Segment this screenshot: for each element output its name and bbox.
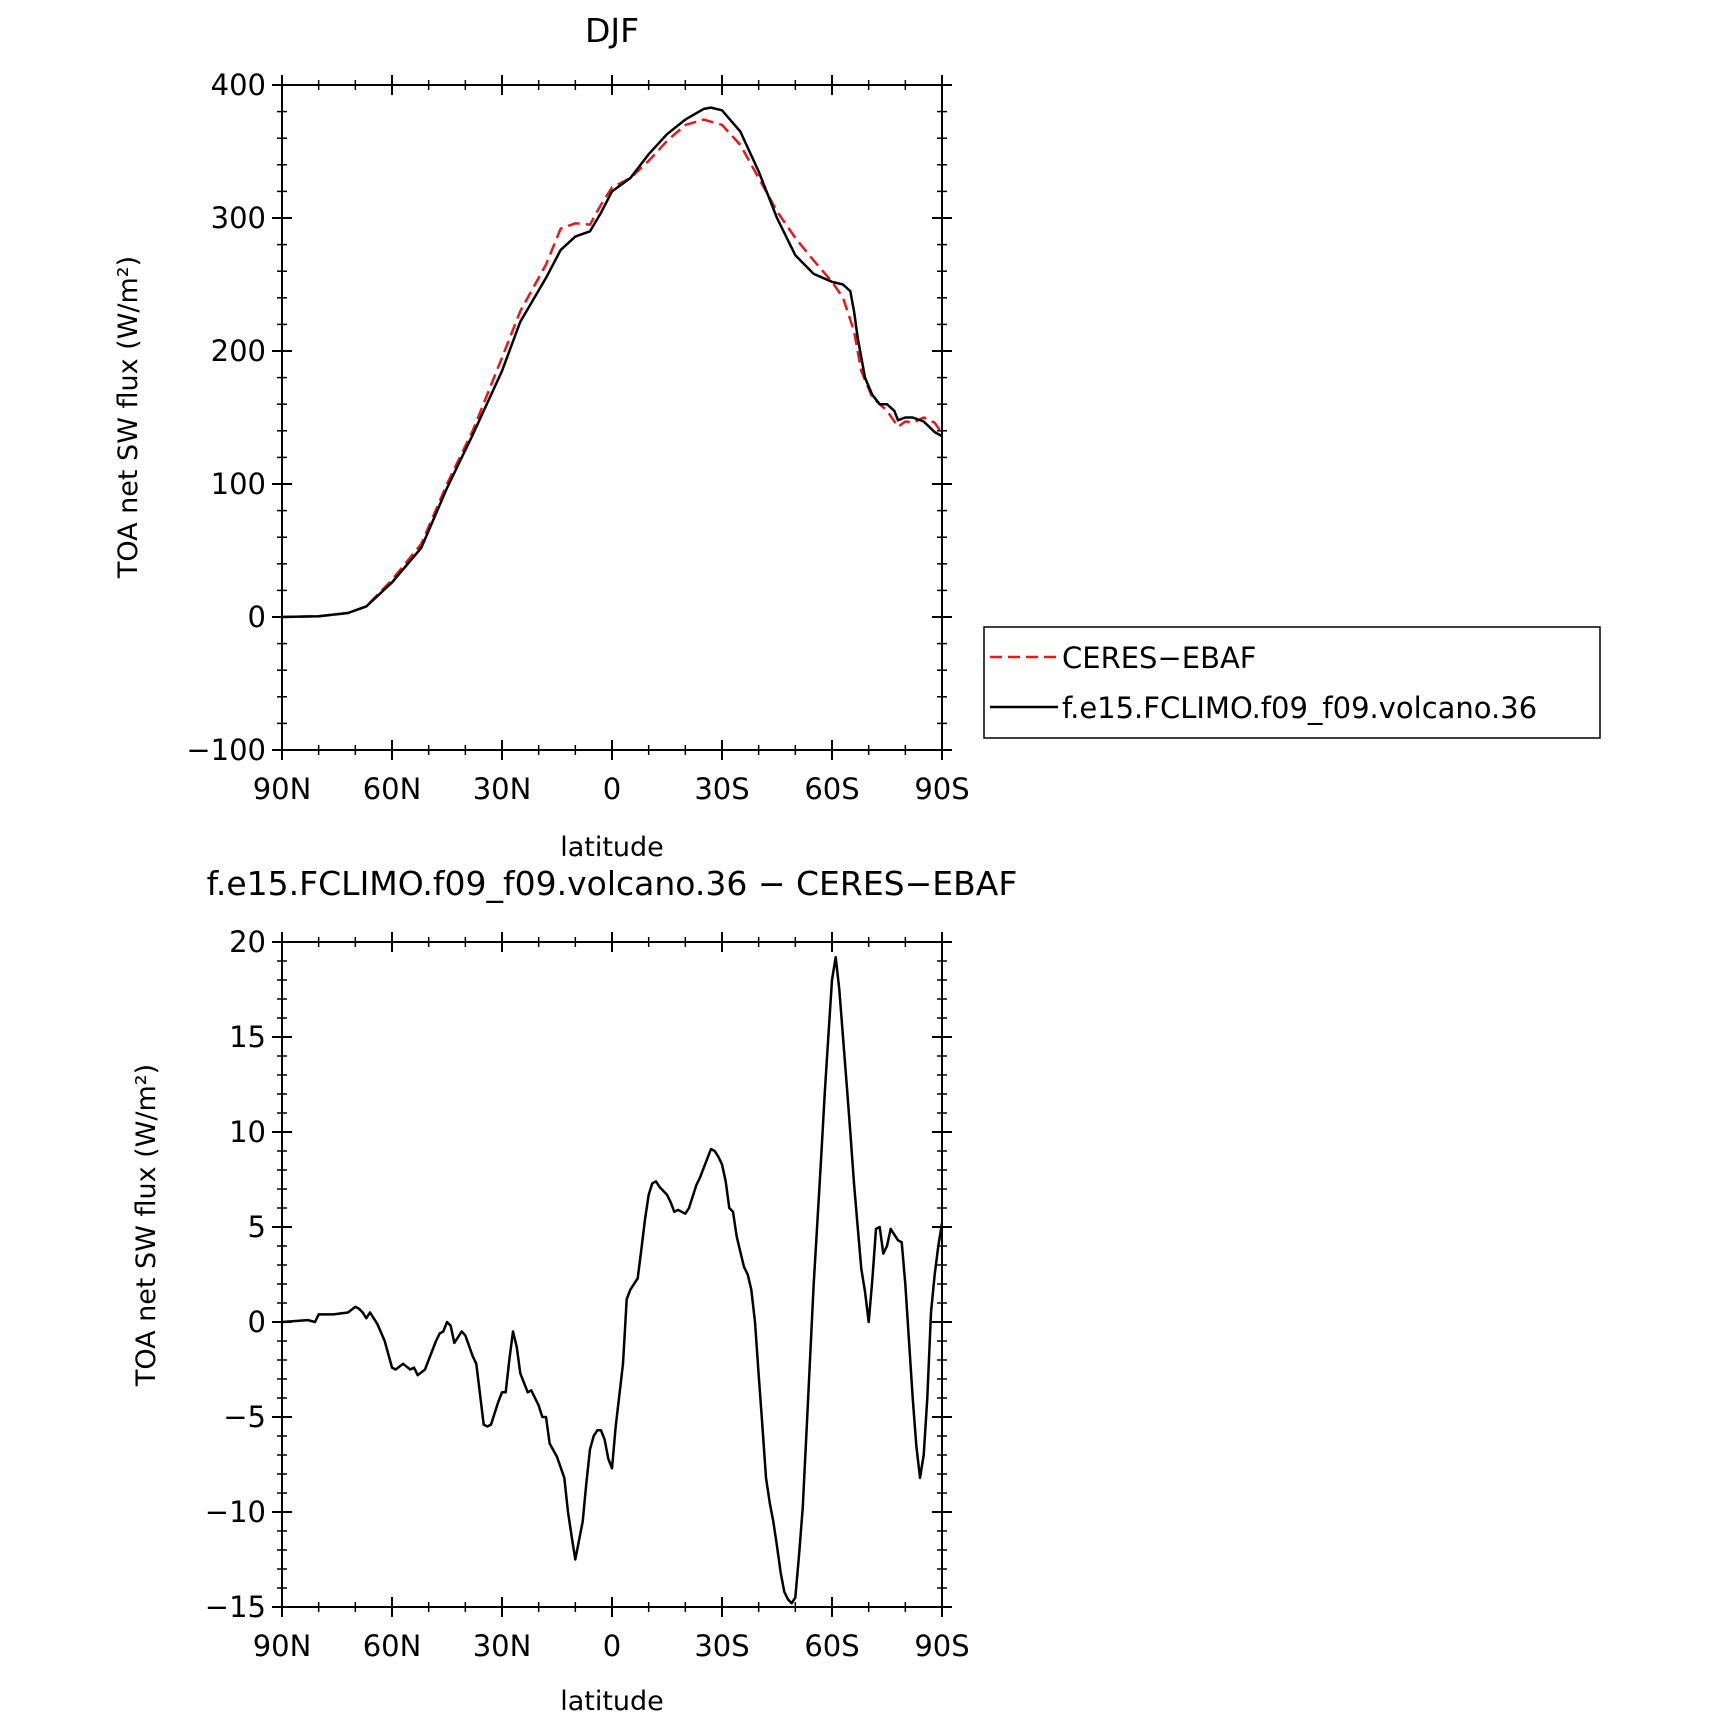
top-panel-ytick-label: −100 [186, 733, 266, 767]
bottom-panel-ytick-label: 5 [248, 1210, 266, 1244]
top-panel-ytick-label: 100 [211, 467, 266, 501]
top-panel-xtick-label: 90S [914, 772, 969, 806]
bottom-panel-xtick-label: 60S [804, 1629, 859, 1663]
bottom-panel-xtick-label: 60N [363, 1629, 422, 1663]
bottom-panel-xtick-label: 90S [914, 1629, 969, 1663]
top-panel-ytick-label: 0 [248, 600, 266, 634]
top-panel-xtick-label: 60N [363, 772, 422, 806]
bottom-panel-ytick-label: −15 [205, 1590, 266, 1624]
top-panel-series-line-1 [282, 106, 942, 619]
bottom-panel-ytick-label: −10 [205, 1495, 266, 1529]
bottom-panel-ytick-label: 10 [229, 1115, 266, 1149]
bottom-panel-xlabel: latitude [560, 1686, 664, 1717]
bottom-panel-title: f.e15.FCLIMO.f09_f09.volcano.36 − CERES−… [207, 864, 1018, 903]
top-panel-ytick-label: 400 [211, 68, 266, 102]
top-panel-plot-frame [281, 84, 943, 751]
bottom-panel-ytick-label: 0 [248, 1305, 266, 1339]
bottom-panel-xtick-label: 0 [603, 1629, 621, 1663]
legend-label-ceres: CERES−EBAF [1062, 641, 1257, 675]
top-panel-ytick-label: 200 [211, 334, 266, 368]
legend-box [983, 626, 1601, 739]
bottom-panel-ytick-label: 15 [229, 1020, 266, 1054]
bottom-panel-series-line-0 [282, 955, 942, 1605]
bottom-panel: f.e15.FCLIMO.f09_f09.volcano.36 − CERES−… [131, 864, 1017, 1717]
bottom-panel-ytick-label: 20 [229, 925, 266, 959]
top-panel-xlabel: latitude [560, 832, 664, 863]
top-panel-title: DJF [585, 11, 639, 50]
top-panel-xtick-label: 30N [473, 772, 532, 806]
bottom-panel-ytick-label: −5 [223, 1400, 266, 1434]
top-panel-xtick-label: 60S [804, 772, 859, 806]
bottom-panel-xtick-label: 30S [694, 1629, 749, 1663]
legend-label-model: f.e15.FCLIMO.f09_f09.volcano.36 [1062, 691, 1537, 725]
top-panel-ticks: 400 300 200 100 0 −100 90N 60N 30N 0 30S 60S 90S [186, 68, 969, 806]
legend: CERES−EBAF f.e15.FCLIMO.f09_f09.volcano.… [983, 626, 1601, 739]
top-panel-series [282, 106, 942, 619]
top-panel-ylabel: TOA net SW flux (W/m²) [113, 256, 144, 579]
bottom-panel-ylabel: TOA net SW flux (W/m²) [131, 1064, 162, 1387]
top-panel-ytick-label: 300 [211, 201, 266, 235]
bottom-panel-plot-frame [281, 941, 943, 1608]
bottom-panel-series [282, 955, 942, 1605]
top-panel-xtick-label: 30S [694, 772, 749, 806]
bottom-panel-ticks: 20 15 10 5 0 −5 −10 −15 90N 60N 30N 0 30S 60S 90S [205, 925, 970, 1663]
bottom-panel-xtick-label: 90N [253, 1629, 312, 1663]
top-panel-xtick-label: 0 [603, 772, 621, 806]
top-panel-xtick-label: 90N [253, 772, 312, 806]
bottom-panel-xtick-label: 30N [473, 1629, 532, 1663]
top-panel: DJF TOA net SW flux (W/m²) latitude 400 3… [113, 11, 1601, 863]
top-panel-series-line-0 [282, 118, 942, 619]
